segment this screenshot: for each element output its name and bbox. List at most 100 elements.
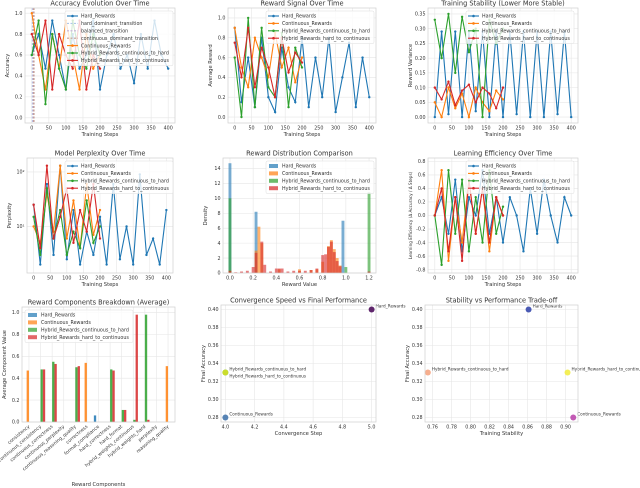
x-tick-label: 150 [281, 126, 290, 132]
data-point [280, 66, 284, 69]
axes-frame [220, 304, 377, 423]
data-point [481, 241, 484, 244]
data-point [92, 253, 95, 257]
x-tick-label: 50 [449, 276, 455, 282]
x-tick-label: 1.2 [365, 276, 373, 282]
data-point [474, 196, 477, 199]
data-point [341, 76, 344, 79]
data-point [494, 89, 498, 92]
y-tick-label: 0.6 [218, 55, 226, 61]
bar [77, 366, 80, 422]
data-point [454, 178, 457, 181]
grid [221, 305, 376, 422]
legend-label: Continuous_Rewards [81, 43, 131, 49]
data-point [233, 26, 236, 30]
data-point [460, 89, 464, 92]
y-tick-label: 0.34 [208, 361, 219, 367]
x-tick-label: 0 [32, 276, 35, 282]
x-tick-label: 0.90 [560, 425, 571, 431]
y-tick-label: 0.05 [415, 100, 426, 106]
data-point [287, 86, 290, 89]
series-hybrid-rewards-hard-to-continuous [228, 241, 371, 273]
data-point [65, 258, 69, 261]
data-point [45, 187, 49, 190]
data-point [447, 250, 450, 253]
y-tick-label: 12 [214, 181, 220, 187]
legend-item: Hybrid_Rewards_continuous_to_hard [67, 51, 169, 57]
x-tick-label: 0.8 [319, 276, 327, 282]
data-point [58, 215, 62, 219]
y-tick-label: 0.28 [208, 415, 219, 421]
legend-item: Hybrid_Rewards_continuous_to_hard [67, 179, 169, 185]
y-tick-label: -0.4 [416, 240, 425, 246]
legend-label: Hybrid_Rewards_hard_to_continuous [81, 58, 169, 64]
y-tick-label: 0.40 [208, 307, 219, 313]
data-point [454, 71, 457, 75]
x-tick-label: 50 [46, 126, 52, 132]
chart-title: Convergence Speed vs Final Performance [230, 297, 367, 305]
legend-box [24, 309, 134, 343]
y-tick-label: 1.0 [218, 16, 226, 22]
data-point [433, 101, 437, 104]
y-tick-label: 0.36 [412, 343, 423, 349]
marks [26, 314, 169, 422]
x-tick-label: 100 [264, 126, 273, 132]
y-axis-label: Final Accuracy [405, 345, 411, 382]
y-tick-label: 2 [217, 256, 220, 262]
data-point [440, 168, 443, 172]
data-point [98, 225, 102, 228]
data-point [240, 66, 243, 69]
histogram-bar [309, 270, 313, 273]
y-tick-label: 14 [214, 166, 220, 172]
legend-label: Hard_Rewards [81, 14, 116, 20]
data-point [57, 32, 61, 36]
y-tick-label: 1.0 [15, 11, 23, 17]
bar [84, 362, 87, 422]
data-point [92, 241, 95, 245]
legend-item: Continuous_Rewards [67, 171, 131, 177]
x-tick-label: 0.0 [226, 276, 234, 282]
data-point [85, 230, 88, 233]
data-point [78, 88, 81, 91]
y-tick-label: 0.4 [418, 186, 426, 192]
scatter-point [570, 414, 577, 421]
data-point [132, 82, 136, 85]
subplot-training-stability-lower-more-stable: 0.00 0.05 0.10 0.15 0.20 0.25 0.30 0.35 0 50 100 15… [408, 0, 579, 138]
data-point [37, 53, 40, 57]
data-point [30, 32, 34, 36]
axes-frame [26, 157, 174, 274]
legend-item: Hard_Rewards [268, 14, 317, 20]
legend-label: Hybrid_Rewards_hard_to_continuous [482, 36, 570, 42]
data-point [529, 115, 532, 119]
legend-marker [272, 36, 275, 40]
data-point [440, 115, 443, 119]
data-point [563, 196, 566, 199]
y-tick-label: 0.4 [12, 376, 20, 382]
histogram-bar [245, 270, 249, 273]
y-tick-label: 0.6 [12, 354, 20, 360]
data-point [166, 67, 170, 70]
bar [110, 369, 113, 422]
data-point [474, 232, 477, 235]
legend-marker [272, 14, 275, 18]
data-point [508, 196, 512, 199]
chart-title: Accuracy Evolution Over Time [50, 0, 149, 8]
x-tick-label: 1.0 [342, 276, 350, 282]
y-tick-label: 0.2 [12, 398, 20, 404]
histogram-bar [260, 241, 264, 273]
data-point [460, 241, 464, 244]
axes-frame [427, 157, 579, 274]
data-point [51, 88, 54, 91]
y-tick-label: 0.34 [412, 361, 423, 367]
series-hybrid-rewards-hard-to-continuous [233, 26, 304, 99]
y-tick-label: 0.2 [418, 200, 426, 206]
y-axis-label: Density [203, 206, 209, 226]
histogram-bar [263, 264, 267, 273]
data-point [294, 81, 297, 84]
data-point [65, 237, 69, 240]
legend-swatch [269, 178, 278, 183]
point-label: Continuous_Rewards [229, 412, 273, 417]
data-point [165, 208, 168, 212]
legend-label: Hard_Rewards [282, 14, 317, 20]
data-point [30, 53, 34, 57]
